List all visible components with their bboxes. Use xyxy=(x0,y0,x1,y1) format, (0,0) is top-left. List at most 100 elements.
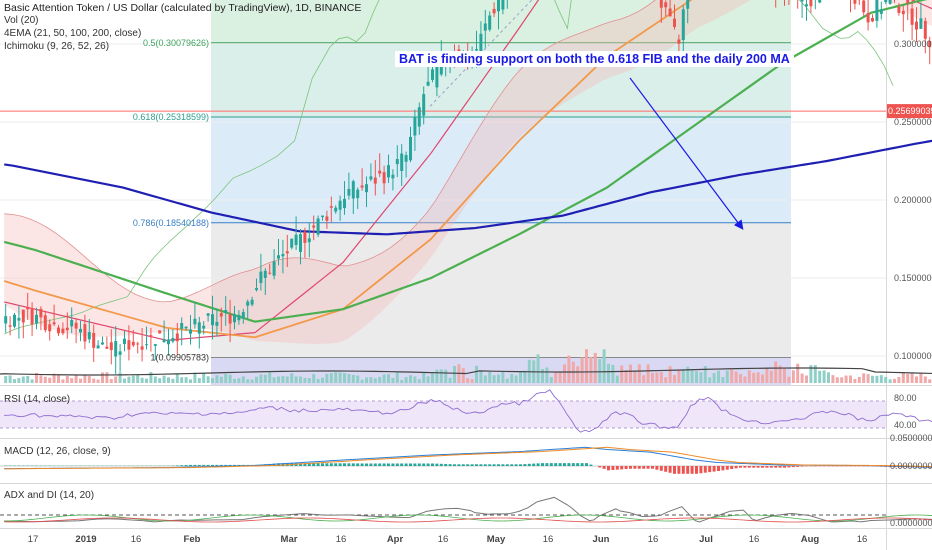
macd-hist-bar xyxy=(563,463,566,466)
volume-bar xyxy=(400,379,404,383)
volume-bar xyxy=(501,372,505,383)
macd-hist-bar xyxy=(483,464,487,466)
volume-bar xyxy=(162,375,166,383)
volume-bar xyxy=(263,374,267,383)
volume-bar xyxy=(866,374,870,383)
volume-bar xyxy=(417,379,421,383)
time-tick: Jun xyxy=(593,534,610,545)
macd-hist-bar xyxy=(721,466,725,471)
candle-body xyxy=(501,0,505,10)
macd-hist-bar xyxy=(501,464,505,466)
volume-bar xyxy=(294,376,298,383)
time-tick: 16 xyxy=(749,534,760,545)
volume-bar xyxy=(246,379,250,383)
candles xyxy=(4,0,932,374)
volume-bar xyxy=(404,377,408,383)
volume-bar xyxy=(281,376,285,383)
volume-bar xyxy=(809,365,813,383)
volume-bar xyxy=(470,379,474,383)
candle-body xyxy=(871,18,874,22)
macd-hist-bar xyxy=(514,464,518,466)
macd-hist-bar xyxy=(708,466,712,473)
candle-body xyxy=(52,322,56,325)
candle-body xyxy=(409,136,412,161)
volume-bar xyxy=(303,377,307,383)
volume-ma-line xyxy=(0,367,932,376)
volume-bar xyxy=(448,377,452,383)
volume-bar xyxy=(387,374,390,383)
cloud-area xyxy=(4,0,932,344)
volume-bar xyxy=(79,378,82,383)
candle-body xyxy=(312,225,316,228)
macd-hist-bar xyxy=(523,464,527,466)
candle-body xyxy=(321,215,324,217)
volume-bar xyxy=(325,373,329,383)
volume-bar xyxy=(422,372,426,383)
volume-bar xyxy=(686,366,690,383)
macd-hist-bar xyxy=(743,466,747,468)
candle-body xyxy=(805,4,808,7)
volume-bar xyxy=(382,374,386,383)
macd-hist-bar xyxy=(184,465,188,466)
volume-bar xyxy=(444,369,448,383)
fib-band xyxy=(211,0,791,43)
volume-bar xyxy=(871,375,874,383)
candle-body xyxy=(61,328,65,334)
volume-bar xyxy=(83,375,87,383)
candle-body xyxy=(901,10,905,15)
candle-body xyxy=(175,333,179,342)
macd-hist-bar xyxy=(589,464,593,466)
macd-label: MACD (12, 26, close, 9) xyxy=(4,446,111,457)
candle-body xyxy=(96,345,100,349)
indicator-ichimoku: Ichimoku (9, 26, 52, 26) xyxy=(4,41,110,52)
volume-bar xyxy=(919,373,923,383)
volume-bar xyxy=(189,379,192,383)
candle-body xyxy=(43,315,47,331)
volume-bar xyxy=(290,373,294,383)
macd-hist-bar xyxy=(492,464,496,466)
signal-line xyxy=(4,446,932,470)
volume-bar xyxy=(818,370,822,383)
volume-bar xyxy=(356,375,360,383)
candle-body xyxy=(127,340,131,350)
volume-bar xyxy=(677,370,681,383)
candle-body xyxy=(272,261,276,276)
candle-body xyxy=(65,327,69,331)
volume-bar xyxy=(140,377,144,383)
macd-hist-bar xyxy=(219,464,223,466)
volume-bar xyxy=(849,375,852,383)
macd-hist-bar xyxy=(189,464,192,466)
macd-hist-bar xyxy=(197,464,201,466)
macd-hist-bar xyxy=(576,463,580,466)
volume-bar xyxy=(351,374,355,383)
macd-hist-bar xyxy=(422,463,426,466)
volume-bar xyxy=(831,375,835,383)
volume-bar xyxy=(822,370,826,383)
time-tick: Jul xyxy=(699,534,713,545)
time-tick: Feb xyxy=(184,534,201,545)
macd-hist-bar xyxy=(272,463,276,466)
volume-bar xyxy=(145,378,148,383)
time-tick: Mar xyxy=(281,534,298,545)
volume-bar xyxy=(136,374,140,383)
volume-bar xyxy=(149,372,153,383)
volume-bar xyxy=(602,349,606,383)
volume-bar xyxy=(567,355,571,383)
macd-hist-bar xyxy=(677,466,681,474)
volume-bar xyxy=(884,376,888,383)
volume-bars xyxy=(0,349,932,383)
macd-hist-bar xyxy=(725,466,729,470)
price-tick: 0.10000000 xyxy=(894,351,932,361)
volume-bar xyxy=(167,377,170,383)
volume-bar xyxy=(8,375,12,383)
candle-body xyxy=(233,314,236,323)
macd-hist-bar xyxy=(541,463,544,466)
volume-bar xyxy=(875,375,879,383)
volume-bar xyxy=(360,379,364,383)
volume-bar xyxy=(554,371,558,383)
macd-hist-bar xyxy=(510,464,514,466)
candle-body xyxy=(391,174,395,179)
macd-hist-bar xyxy=(444,463,448,466)
